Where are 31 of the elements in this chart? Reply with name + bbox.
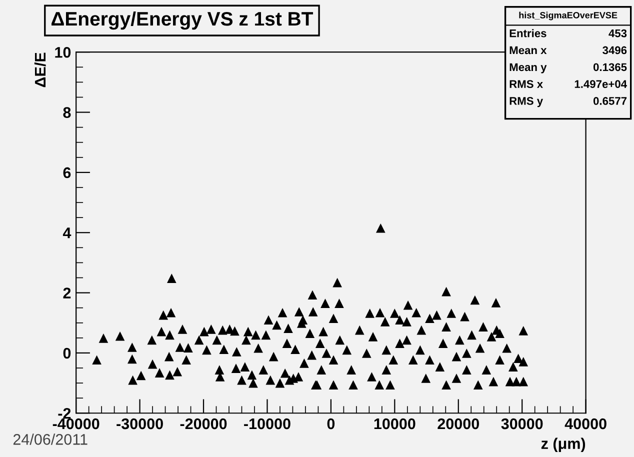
text: 0.6577: [593, 97, 627, 105]
y-tick-label: 6: [63, 167, 71, 178]
chart-title: ΔEnergy/Energy VS z 1st BT: [52, 11, 314, 30]
text: 24/06/2011: [13, 434, 88, 445]
x-tick-label: -30000: [116, 418, 163, 430]
x-tick-label: 20000: [438, 418, 479, 430]
text: 0.1365: [593, 63, 627, 72]
annotation: 1.497e+04: [574, 80, 627, 88]
text: 453: [608, 29, 627, 38]
y-tick-label: -2: [58, 408, 71, 419]
x-tick-label: -10000: [244, 418, 290, 430]
annotation: RMS y: [510, 97, 543, 108]
x-tick-label: 40000: [564, 418, 606, 430]
y-tick-label: 10: [55, 46, 71, 58]
x-tick-label: 30000: [501, 418, 543, 430]
x-axis-title: z (μm): [541, 438, 586, 452]
text: hist_SigmaEOverEVSE: [519, 12, 618, 20]
x-tick-label: -20000: [180, 418, 227, 430]
y-tick-label: 8: [63, 107, 71, 118]
y-tick-label: 0: [63, 348, 71, 359]
y-axis-title: ΔE/E: [34, 52, 46, 88]
annotation: Mean y: [510, 63, 547, 74]
x-tick-label: -40000: [52, 418, 100, 430]
annotation: Mean x: [510, 46, 547, 54]
y-tick-label: 2: [63, 288, 71, 298]
text: Entries: [510, 29, 546, 38]
annotation: RMS x: [510, 80, 543, 88]
x-tick-label: 0: [327, 418, 335, 430]
text: 3496: [602, 46, 627, 54]
y-tick-label: 4: [62, 228, 72, 238]
x-tick-label: 10000: [374, 418, 416, 430]
